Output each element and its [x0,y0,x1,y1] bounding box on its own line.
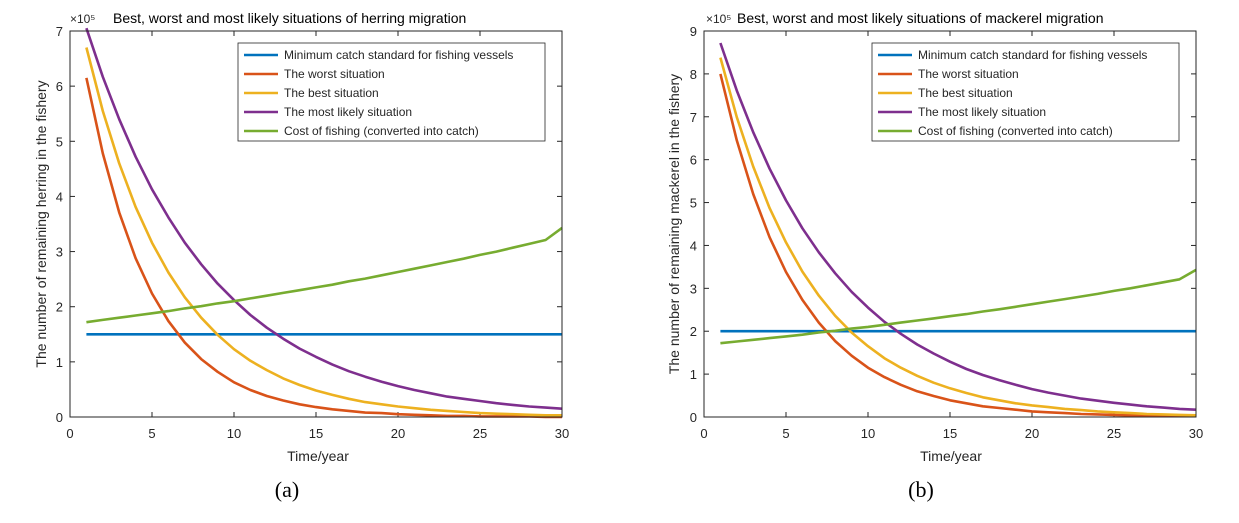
series-line [86,226,563,324]
y-tick-label: 3 [690,281,697,296]
x-tick-label: 10 [861,426,875,441]
y-tick-label: 4 [56,189,63,204]
legend-label: Cost of fishing (converted into catch) [284,124,479,138]
x-tick-label: 5 [148,426,155,441]
series-line [719,57,1197,417]
y-tick-label: 6 [56,79,63,94]
axis-exponent: ×10⁵ [706,12,731,26]
legend-box [871,42,1180,142]
y-tick-label: 1 [690,367,697,382]
x-tick-label: 25 [473,426,487,441]
legend-label: The best situation [918,86,1013,100]
y-tick-label: 2 [690,324,697,339]
x-axis-title: Time/year [920,448,982,464]
legend-label: The best situation [284,86,379,100]
legend-label: The worst situation [918,67,1019,81]
legend-label: The worst situation [284,67,385,81]
y-tick-label: 7 [690,110,697,125]
x-tick-label: 25 [1107,426,1121,441]
y-tick-label: 5 [56,134,63,149]
y-tick-label: 7 [56,24,63,39]
y-tick-label: 4 [690,238,697,253]
axis-exponent: ×10⁵ [70,12,95,26]
legend-label: Minimum catch standard for fishing vesse… [918,48,1147,62]
y-tick-label: 9 [690,24,697,39]
panel-caption: (a) [275,477,299,502]
x-tick-label: 5 [782,426,789,441]
x-tick-label: 30 [555,426,569,441]
legend-label: The most likely situation [918,105,1046,119]
chart-title: Best, worst and most likely situations o… [737,10,1103,26]
y-axis-title: The number of remaining mackerel in the … [666,74,682,374]
y-axis-title: The number of remaining herring in the f… [33,80,49,367]
x-tick-label: 15 [943,426,957,441]
series-line [719,73,1196,418]
legend-box [237,42,546,142]
y-tick-label: 5 [690,196,697,211]
y-tick-label: 0 [690,410,697,425]
mackerel-chart-panel: Best, worst and most likely situations o… [666,10,1203,502]
y-tick-label: 2 [56,300,63,315]
plot-frame [703,30,1197,418]
series-line [85,77,562,419]
x-tick-label: 20 [391,426,405,441]
legend-label: The most likely situation [284,105,412,119]
x-axis-title: Time/year [287,448,349,464]
series-lines [85,27,563,419]
y-tick-label: 3 [56,245,63,260]
legend-label: Minimum catch standard for fishing vesse… [284,48,513,62]
series-lines [719,42,1197,418]
y-tick-label: 0 [56,410,63,425]
legend-label: Cost of fishing (converted into catch) [918,124,1113,138]
legend: Minimum catch standard for fishing vesse… [237,42,546,142]
x-tick-label: 0 [66,426,73,441]
series-line [720,268,1197,345]
x-tick-label: 30 [1189,426,1203,441]
x-tick-label: 10 [227,426,241,441]
herring-chart-panel: Best, worst and most likely situations o… [33,10,569,502]
panel-caption: (b) [908,477,934,502]
y-tick-label: 8 [690,67,697,82]
chart-title: Best, worst and most likely situations o… [113,10,466,26]
series-line [719,42,1197,411]
x-tick-label: 15 [309,426,323,441]
x-tick-label: 20 [1025,426,1039,441]
series-line [85,27,563,410]
plot-frame [69,30,563,418]
x-tick-label: 0 [700,426,707,441]
series-line [85,47,562,417]
y-tick-label: 6 [690,153,697,168]
legend: Minimum catch standard for fishing vesse… [871,42,1180,142]
tick-group: 0 5 10 15 20 25 30 0 1 2 3 4 5 6 7 8 9 [690,24,1203,441]
y-tick-label: 1 [56,355,63,370]
